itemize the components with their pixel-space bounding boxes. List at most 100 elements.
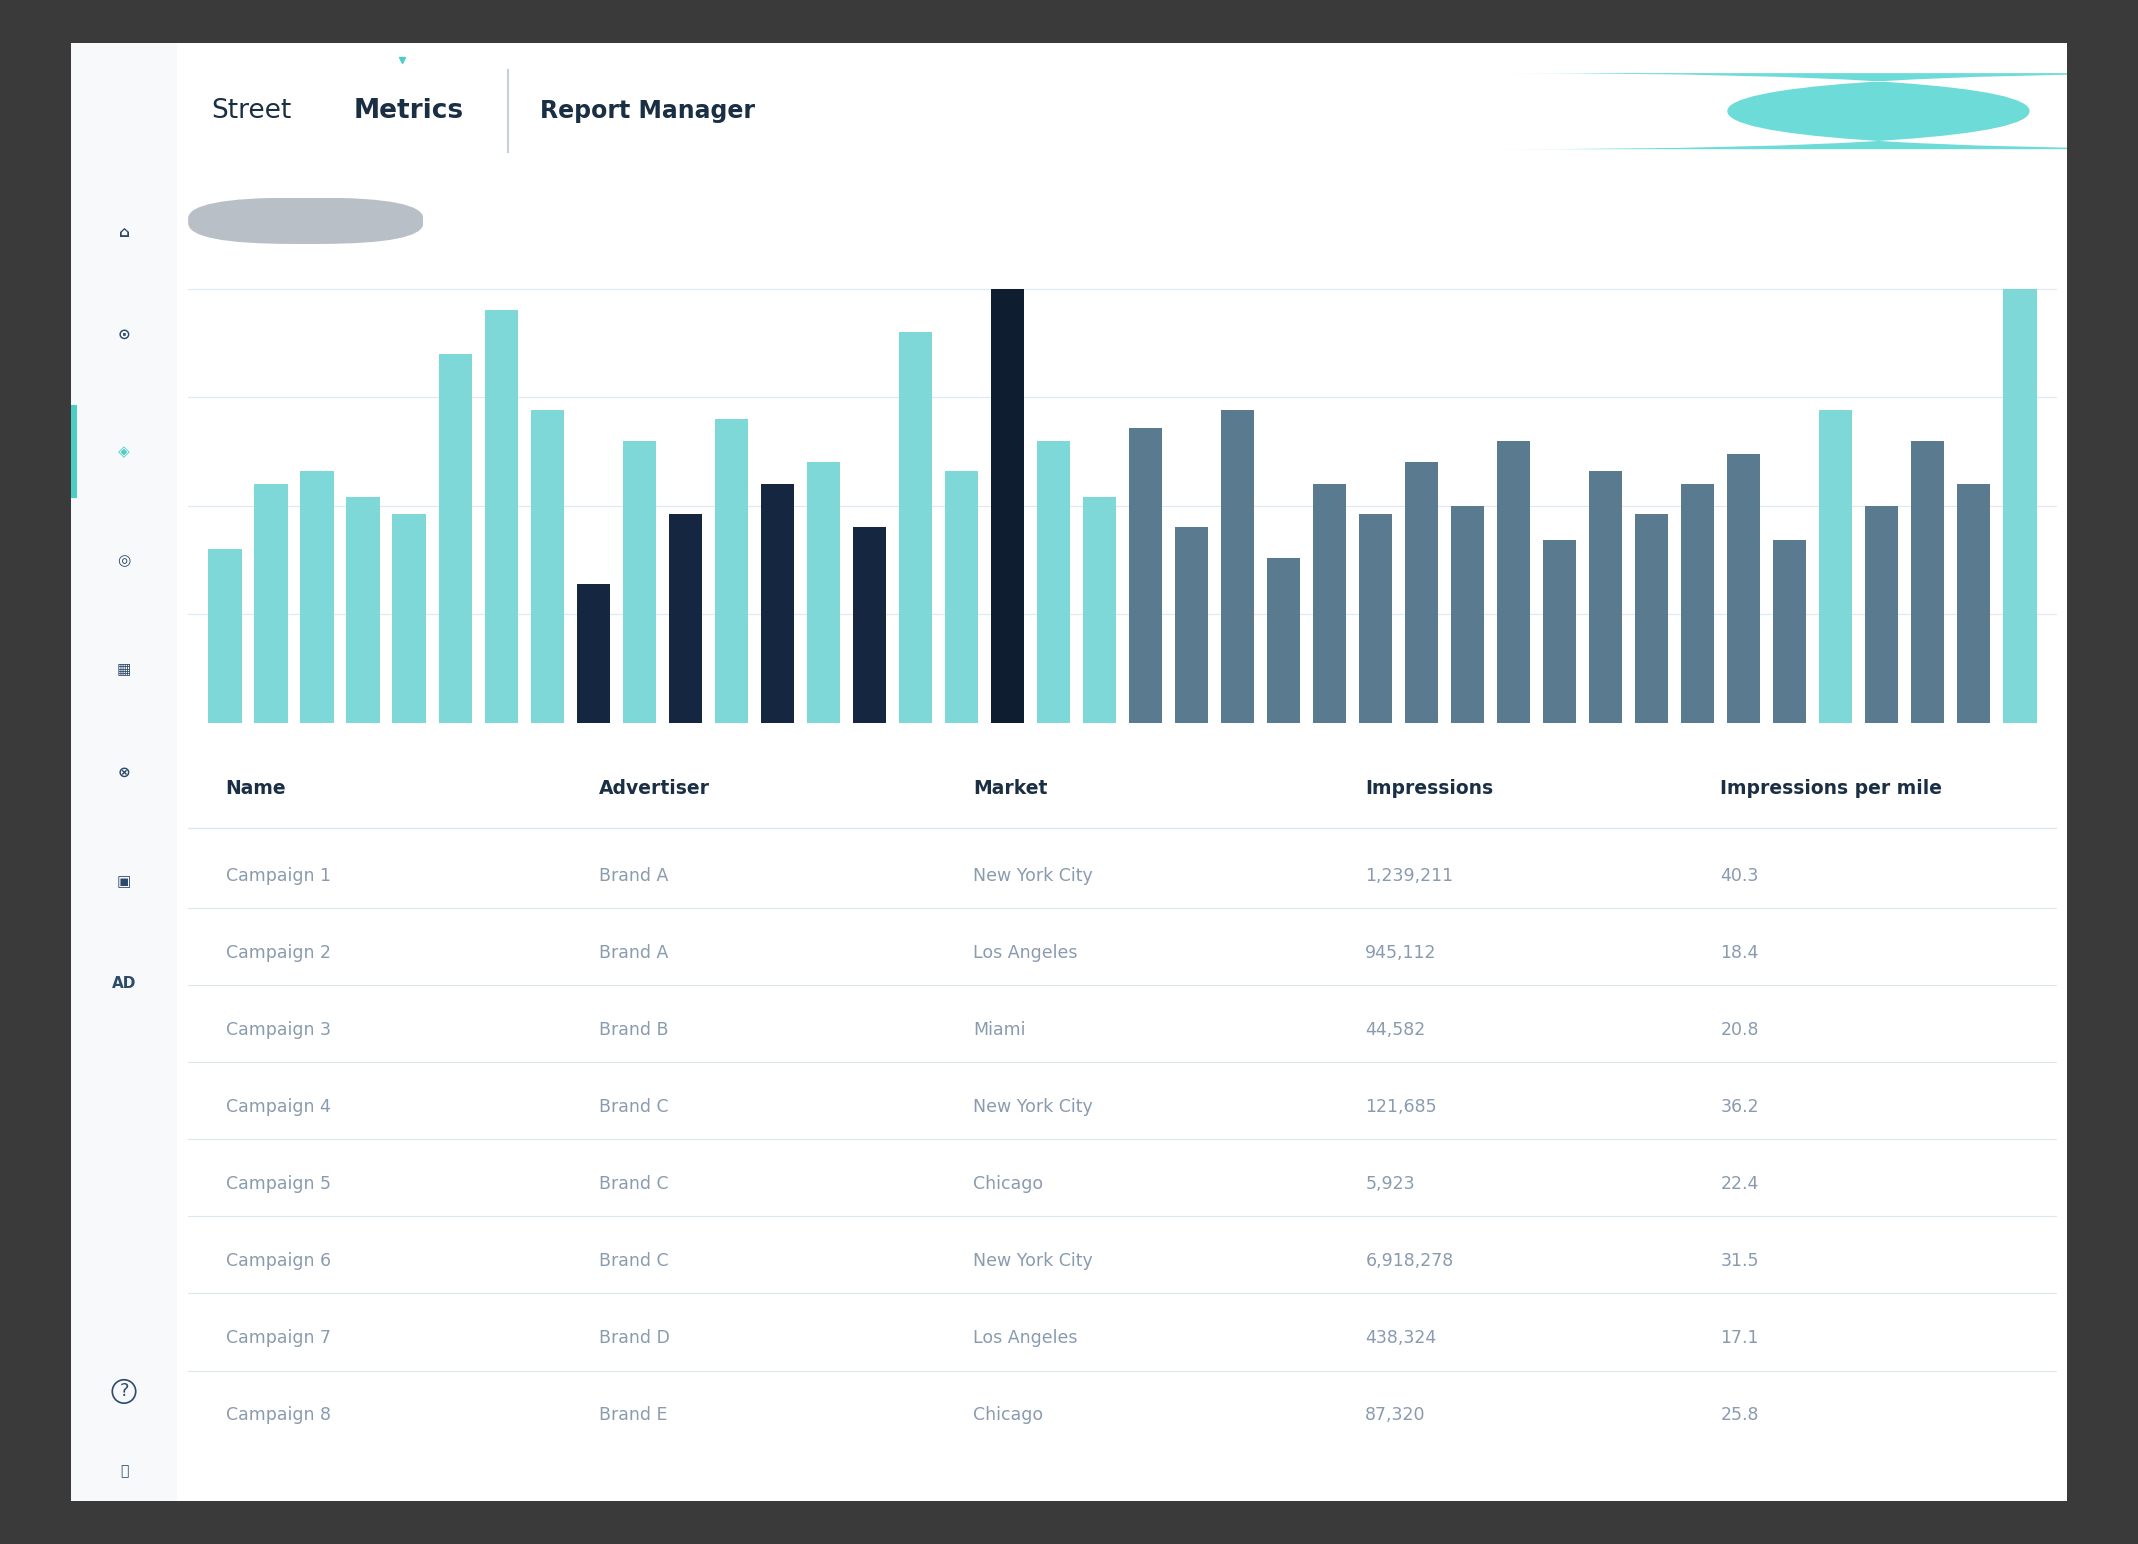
Text: ◎: ◎: [118, 553, 130, 568]
Text: Campaign 8: Campaign 8: [224, 1407, 331, 1424]
Text: Chicago: Chicago: [973, 1175, 1043, 1194]
Text: Campaign 4: Campaign 4: [224, 1098, 331, 1116]
Text: Los Angeles: Los Angeles: [973, 943, 1078, 962]
Text: ◈: ◈: [118, 443, 130, 459]
Text: 👤: 👤: [120, 1465, 128, 1479]
Text: Campaign 2: Campaign 2: [224, 943, 331, 962]
Text: Market: Market: [973, 778, 1048, 798]
FancyBboxPatch shape: [188, 198, 423, 244]
Bar: [1911, 440, 1943, 723]
Text: Los Angeles: Los Angeles: [973, 1329, 1078, 1348]
Text: Campaign 7: Campaign 7: [224, 1329, 331, 1348]
Text: 121,685: 121,685: [1366, 1098, 1437, 1116]
Text: Campaign 3: Campaign 3: [224, 1021, 331, 1039]
Text: ⊗: ⊗: [118, 764, 130, 780]
Text: 36.2: 36.2: [1721, 1098, 1760, 1116]
Bar: [945, 471, 977, 723]
Bar: [301, 471, 334, 723]
Text: Brand C: Brand C: [599, 1252, 669, 1271]
Text: 438,324: 438,324: [1366, 1329, 1437, 1348]
Text: Brand E: Brand E: [599, 1407, 667, 1424]
Text: 22.4: 22.4: [1721, 1175, 1760, 1194]
Text: Metrics: Metrics: [353, 99, 464, 124]
Bar: [1405, 462, 1439, 723]
Bar: [1864, 506, 1899, 723]
Bar: [853, 528, 885, 723]
Bar: [254, 483, 286, 723]
Text: ▦: ▦: [118, 662, 130, 678]
Bar: [207, 550, 242, 723]
Bar: [438, 354, 472, 723]
Text: 6,918,278: 6,918,278: [1366, 1252, 1454, 1271]
Bar: [1176, 528, 1208, 723]
Text: 40.3: 40.3: [1721, 866, 1760, 885]
Bar: [346, 497, 381, 723]
Bar: [2003, 289, 2038, 723]
Bar: [1589, 471, 1623, 723]
Text: ▣: ▣: [118, 874, 130, 889]
Bar: [1037, 440, 1069, 723]
Text: Chicago: Chicago: [973, 1407, 1043, 1424]
Text: Report Manager: Report Manager: [541, 99, 755, 124]
Bar: [71, 405, 77, 499]
Text: Impressions per mile: Impressions per mile: [1721, 778, 1943, 798]
Bar: [806, 462, 840, 723]
Text: 31.5: 31.5: [1721, 1252, 1760, 1271]
Text: AD: AD: [111, 976, 137, 991]
Bar: [1772, 540, 1807, 723]
Bar: [622, 440, 656, 723]
Text: Brand D: Brand D: [599, 1329, 669, 1348]
Text: Brand C: Brand C: [599, 1175, 669, 1194]
Text: New York City: New York City: [973, 866, 1093, 885]
Text: Brand B: Brand B: [599, 1021, 669, 1039]
Bar: [1544, 540, 1576, 723]
Text: 5,923: 5,923: [1366, 1175, 1415, 1194]
Bar: [1680, 483, 1715, 723]
Text: Impressions: Impressions: [1366, 778, 1494, 798]
Bar: [1452, 506, 1484, 723]
Text: Campaign 6: Campaign 6: [224, 1252, 331, 1271]
Text: Brand A: Brand A: [599, 866, 669, 885]
Bar: [530, 411, 564, 723]
Bar: [669, 514, 701, 723]
Text: Campaign 1: Campaign 1: [224, 866, 331, 885]
Text: 1,239,211: 1,239,211: [1366, 866, 1454, 885]
Text: ⌂: ⌂: [118, 225, 130, 241]
Text: 18.4: 18.4: [1721, 943, 1760, 962]
Text: 17.1: 17.1: [1721, 1329, 1760, 1348]
Text: Advertiser: Advertiser: [599, 778, 710, 798]
Text: Miami: Miami: [973, 1021, 1026, 1039]
Text: New York City: New York City: [973, 1252, 1093, 1271]
Bar: [898, 332, 932, 723]
Bar: [1497, 440, 1531, 723]
Bar: [1313, 483, 1347, 723]
Bar: [1360, 514, 1392, 723]
Text: Name: Name: [224, 778, 286, 798]
Bar: [761, 483, 793, 723]
FancyBboxPatch shape: [1501, 73, 2138, 150]
Bar: [1636, 514, 1668, 723]
Bar: [1221, 411, 1255, 723]
Bar: [1819, 411, 1852, 723]
Bar: [577, 584, 609, 723]
Text: Campaign 5: Campaign 5: [224, 1175, 331, 1194]
Text: Brand C: Brand C: [599, 1098, 669, 1116]
Text: Street: Street: [212, 99, 291, 124]
Text: New York City: New York City: [973, 1098, 1093, 1116]
Text: 945,112: 945,112: [1366, 943, 1437, 962]
Text: 25.8: 25.8: [1721, 1407, 1760, 1424]
Bar: [485, 310, 517, 723]
Text: ?: ?: [120, 1382, 128, 1400]
Bar: [1129, 428, 1163, 723]
Bar: [1268, 557, 1300, 723]
Text: Brand A: Brand A: [599, 943, 669, 962]
Bar: [990, 289, 1024, 723]
Text: ⊙: ⊙: [118, 327, 130, 343]
Bar: [1082, 497, 1116, 723]
Text: 87,320: 87,320: [1366, 1407, 1426, 1424]
Bar: [714, 418, 748, 723]
Bar: [1958, 483, 1990, 723]
Bar: [393, 514, 425, 723]
Bar: [1728, 454, 1760, 723]
Text: 20.8: 20.8: [1721, 1021, 1760, 1039]
